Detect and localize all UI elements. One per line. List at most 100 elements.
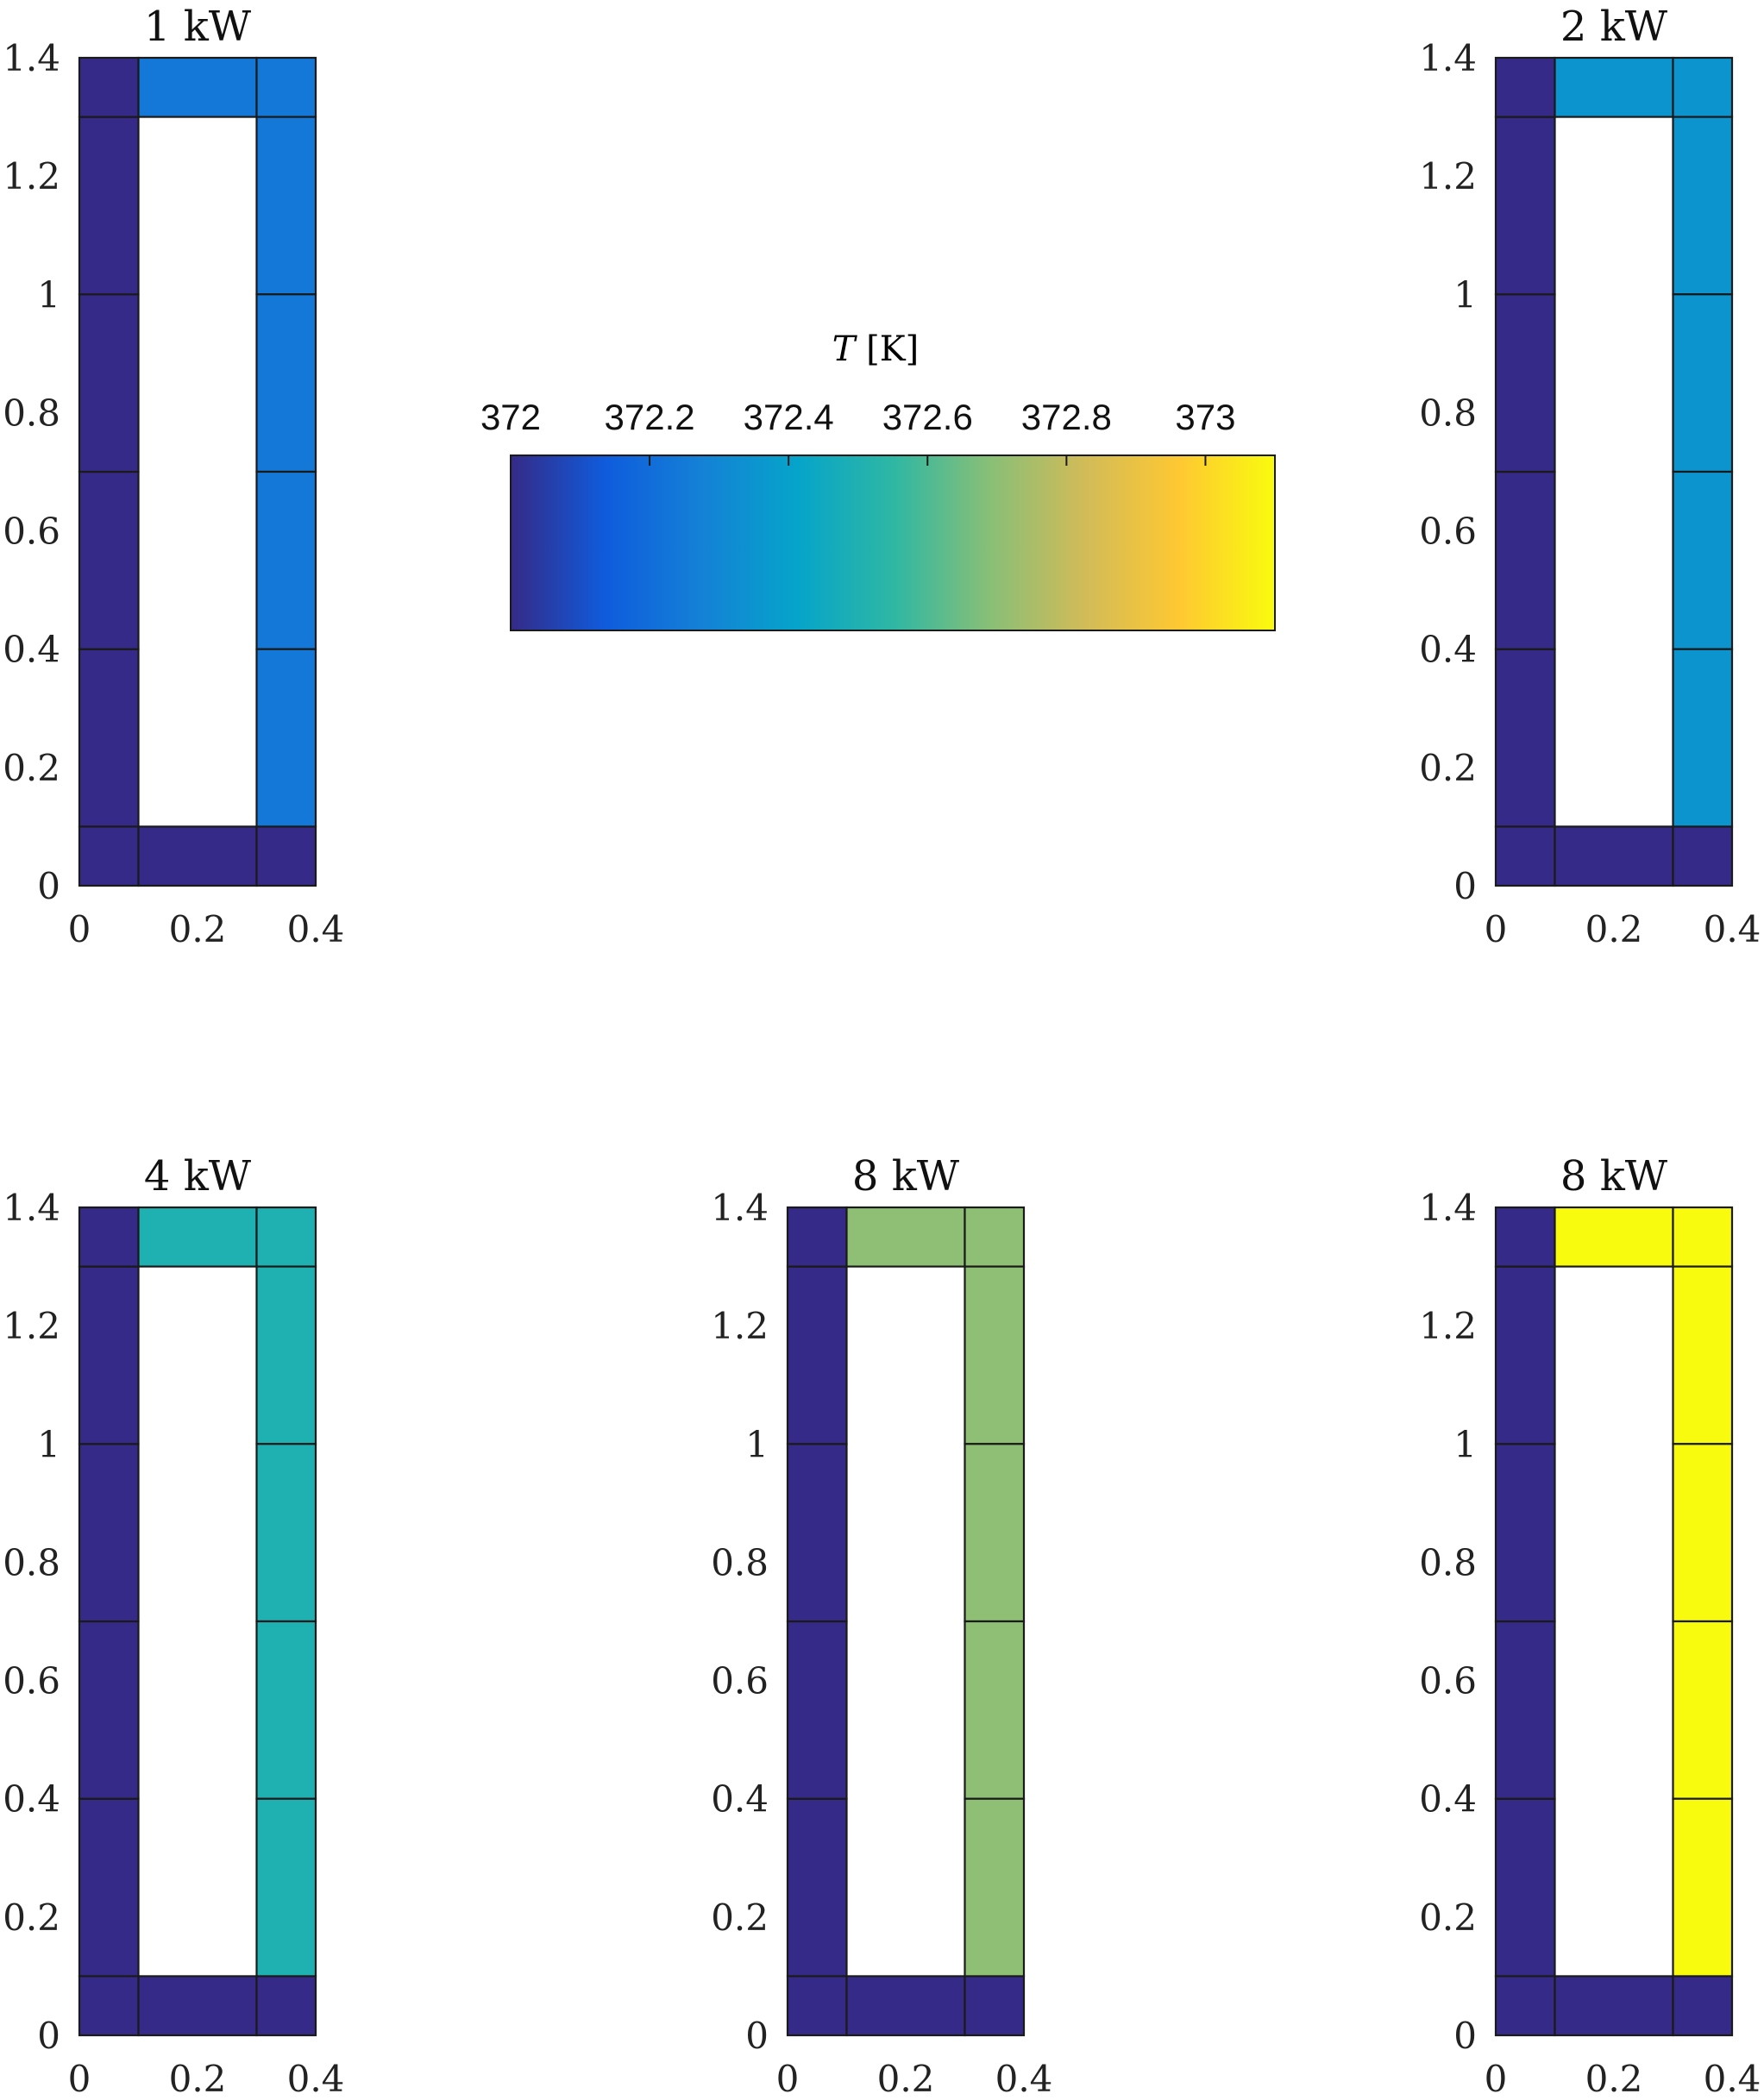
- heatmap-cell: [78, 1443, 140, 1623]
- heatmap-cell: [255, 56, 317, 118]
- heatmap-cell: [255, 648, 317, 828]
- y-tick-label: 0.4: [1419, 1778, 1477, 1821]
- y-tick-label: 0: [37, 2015, 60, 2057]
- heatmap-cell: [255, 1975, 317, 2037]
- y-tick-label: 1.4: [3, 37, 60, 79]
- colorbar-tick-label: 373: [1175, 397, 1235, 437]
- y-tick-label: 1.2: [1419, 155, 1477, 197]
- heatmap-cell: [1494, 1975, 1556, 2037]
- heatmap-cell: [786, 1443, 848, 1623]
- heatmap-cell: [1672, 1265, 1734, 1445]
- x-tick-label: 0.4: [287, 908, 345, 950]
- y-tick-label: 0.4: [711, 1778, 769, 1821]
- y-tick-label: 1.4: [3, 1187, 60, 1229]
- heatmap-cell: [786, 1265, 848, 1445]
- heatmap-cell: [78, 56, 140, 118]
- y-tick-label: 0.8: [3, 392, 60, 434]
- x-tick-label: 0.2: [1585, 2058, 1643, 2100]
- colorbar-tick-label: 372.2: [605, 397, 695, 437]
- heatmap-cell: [1672, 648, 1734, 828]
- heatmap-cell: [78, 470, 140, 650]
- heatmap-cell: [964, 1975, 1026, 2037]
- colorbar-label-symbol: T: [832, 329, 858, 369]
- y-tick-label: 1.4: [711, 1187, 769, 1229]
- y-tick-label: 1: [745, 1423, 769, 1465]
- heatmap-cell: [1554, 825, 1674, 887]
- heatmap-cell: [137, 1975, 258, 2037]
- heatmap-cell: [786, 1206, 848, 1268]
- heatmap-cell: [1672, 56, 1734, 118]
- y-tick-label: 0.8: [711, 1541, 769, 1583]
- heatmap-cell: [1554, 1206, 1674, 1268]
- y-tick-label: 0.4: [1419, 629, 1477, 671]
- panel-5: 8 kW 0 0.2 0.4 0.6 0.8 1 1.2 1.4 0 0.2 0.4: [1419, 1152, 1761, 2100]
- y-tick-label: 1: [37, 273, 60, 316]
- y-tick-label: 0: [745, 2015, 769, 2057]
- x-tick-label: 0: [68, 2058, 91, 2100]
- y-tick-label: 1.2: [711, 1305, 769, 1347]
- heatmap-cell: [964, 1265, 1026, 1445]
- heatmap-cell: [1672, 293, 1734, 473]
- x-tick-label: 0.4: [995, 2058, 1053, 2100]
- x-tick-label: 0.2: [1585, 908, 1643, 950]
- heatmap-cell: [1494, 1206, 1556, 1268]
- y-tick-label: 0.6: [3, 1660, 60, 1702]
- y-tick-label: 0: [1453, 2015, 1477, 2057]
- heatmap-cell: [1494, 1443, 1556, 1623]
- y-tick-label: 1.4: [1419, 1187, 1477, 1229]
- y-tick-label: 0.6: [711, 1660, 769, 1702]
- heatmap-cell: [255, 1797, 317, 1978]
- heatmap-cell: [964, 1206, 1026, 1268]
- colorbar-gradient: [510, 454, 1276, 631]
- x-tick-label: 0.2: [169, 908, 227, 950]
- x-tick-label: 0.4: [1704, 2058, 1761, 2100]
- y-tick-label: 0.2: [1419, 1896, 1477, 1939]
- heatmap-cell: [255, 1443, 317, 1623]
- colorbar-tick-label: 372: [480, 397, 541, 437]
- heatmap-cell: [78, 1206, 140, 1268]
- y-tick-label: 1.4: [1419, 37, 1477, 79]
- heatmap-cell: [1494, 293, 1556, 473]
- x-tick-label: 0: [68, 908, 91, 950]
- y-tick-label: 1: [1453, 1423, 1477, 1465]
- heatmap-cell: [1554, 1975, 1674, 2037]
- heatmap-cell: [1494, 1265, 1556, 1445]
- heatmap-cell: [1494, 1620, 1556, 1800]
- heatmap-cell: [78, 293, 140, 473]
- heatmap-cell: [78, 1265, 140, 1445]
- y-tick-label: 0.4: [3, 1778, 60, 1821]
- heatmap-cell: [78, 1975, 140, 2037]
- colorbar-tick-label: 372.6: [882, 397, 973, 437]
- colorbar-label-unit: [K]: [866, 329, 919, 369]
- y-tick-label: 0.6: [1419, 1660, 1477, 1702]
- y-tick-label: 1.2: [1419, 1305, 1477, 1347]
- colorbar-label: T [K]: [832, 329, 920, 369]
- panel-title: 2 kW: [1560, 3, 1668, 51]
- heatmap-cell: [1494, 56, 1556, 118]
- heatmap-cell: [786, 1975, 848, 2037]
- heatmap-cell: [845, 1206, 966, 1268]
- heatmap-cell: [845, 1975, 966, 2037]
- heatmap-cell: [1672, 1620, 1734, 1800]
- panel-title: 8 kW: [852, 1152, 960, 1200]
- colorbar-tick-label: 372.8: [1021, 397, 1112, 437]
- heatmap-cell: [255, 825, 317, 887]
- y-tick-label: 0.8: [3, 1541, 60, 1583]
- heatmap-cell: [1494, 648, 1556, 828]
- heatmap-cell: [964, 1797, 1026, 1978]
- x-tick-label: 0: [1485, 908, 1508, 950]
- panel-2: 2 kW 0 0.2 0.4 0.6 0.8 1 1.2 1.4 0 0.2 0.4: [1419, 3, 1761, 950]
- heatmap-cell: [1494, 116, 1556, 296]
- y-tick-label: 0.8: [1419, 392, 1477, 434]
- panel-title: 8 kW: [1560, 1152, 1668, 1200]
- heatmap-cell: [786, 1797, 848, 1978]
- heatmap-cell: [1554, 56, 1674, 118]
- heatmap-cell: [137, 1206, 258, 1268]
- heatmap-cell: [1672, 1443, 1734, 1623]
- y-tick-label: 1: [1453, 273, 1477, 316]
- y-tick-label: 1.2: [3, 1305, 60, 1347]
- colorbar: T [K] 372 372.2 372.4 372.6 372.8 373: [480, 329, 1276, 631]
- y-tick-label: 0.4: [3, 629, 60, 671]
- heatmap-cell: [964, 1443, 1026, 1623]
- y-tick-label: 1: [37, 1423, 60, 1465]
